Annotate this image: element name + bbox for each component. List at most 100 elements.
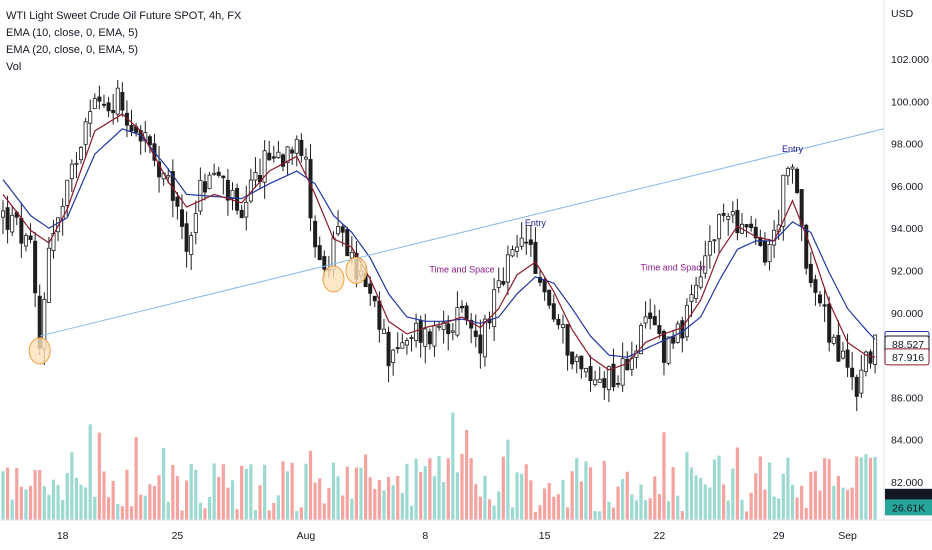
- candle: [854, 374, 859, 412]
- legend-vol[interactable]: Vol: [6, 61, 22, 73]
- legend-ema-20[interactable]: EMA (20, close, 0, EMA, 5): [6, 44, 139, 56]
- candle-body: [5, 207, 10, 230]
- candle-body: [0, 210, 6, 218]
- candle-body: [441, 321, 446, 330]
- candle: [441, 310, 446, 344]
- candle-body: [340, 226, 345, 233]
- candle: [276, 141, 281, 159]
- candle-body: [381, 328, 386, 334]
- candle-body: [845, 349, 850, 368]
- time-axis-ticks[interactable]: 18 25 Aug 8 15 22 29 Sep: [57, 530, 857, 542]
- volume-bar: [162, 448, 166, 520]
- price-label-text: 26.61K: [892, 502, 925, 514]
- candle-body: [551, 303, 556, 320]
- candle: [189, 231, 194, 270]
- volume-bar: [189, 464, 193, 520]
- candle-body: [721, 213, 726, 216]
- volume-bar: [836, 475, 840, 520]
- chart-legend: WTI Light Sweet Crude Oil Future SPOT, 4…: [6, 8, 241, 76]
- candle: [225, 168, 230, 216]
- price-label-bg: [885, 499, 932, 516]
- volume-bar: [382, 490, 386, 520]
- legend-ema-10[interactable]: EMA (10, close, 0, EMA, 5): [6, 27, 139, 39]
- candle-body: [671, 336, 676, 344]
- volume-bar: [19, 486, 23, 520]
- candle: [790, 164, 795, 184]
- candle-body: [533, 241, 538, 274]
- candle-body: [473, 330, 478, 337]
- volume-bar: [804, 507, 808, 520]
- candle-body: [69, 163, 74, 180]
- volume-bar: [763, 489, 767, 520]
- volume-bar: [809, 471, 813, 520]
- price-tick-label: 94.000: [891, 223, 923, 235]
- volume-bar: [198, 502, 202, 520]
- candle: [767, 238, 772, 271]
- candle-body: [262, 150, 267, 183]
- candle: [336, 210, 341, 236]
- candle-body: [271, 156, 276, 159]
- candle-body: [322, 256, 327, 270]
- volume-bar: [602, 460, 606, 520]
- candle-body: [147, 136, 152, 146]
- volume-bar: [299, 507, 303, 520]
- candle: [510, 245, 515, 258]
- highlight-circle: [345, 257, 368, 284]
- candle: [528, 225, 533, 257]
- candle-body: [795, 168, 800, 193]
- candle: [639, 322, 644, 355]
- candle-body: [712, 239, 717, 242]
- volume-bar: [694, 475, 698, 520]
- candle: [666, 336, 671, 366]
- candle: [74, 151, 79, 179]
- candle: [106, 96, 111, 118]
- candle-body: [313, 220, 318, 248]
- candle: [675, 320, 680, 344]
- candle: [175, 191, 180, 220]
- volume-bar: [318, 478, 322, 520]
- candle-body: [790, 166, 795, 170]
- candle-body: [505, 254, 510, 283]
- volume-bar: [648, 498, 652, 520]
- candle-body: [129, 125, 134, 132]
- candle-body: [331, 237, 336, 271]
- trendline[interactable]: [39, 128, 885, 337]
- candle-body: [565, 324, 570, 356]
- candle: [827, 296, 832, 352]
- candle-body: [60, 206, 65, 220]
- candle-body: [115, 87, 120, 115]
- candle: [427, 328, 432, 350]
- candle-body: [616, 382, 621, 385]
- volume-bar: [565, 507, 570, 520]
- candle: [749, 215, 754, 232]
- volume-bar: [409, 505, 414, 520]
- volume-bar: [377, 479, 381, 520]
- time-tick-label: 8: [422, 530, 428, 542]
- candle-body: [400, 342, 405, 349]
- volume-bar: [419, 472, 423, 520]
- candle: [648, 298, 653, 330]
- candle: [404, 337, 409, 355]
- volume-bar: [106, 497, 111, 520]
- price-axis-ticks[interactable]: 102.000 100.000 98.000 96.000 94.000 92.000 90…: [891, 54, 929, 489]
- candle: [542, 277, 547, 301]
- candle-body: [556, 318, 561, 326]
- candle-body: [588, 366, 593, 382]
- candle: [804, 223, 809, 275]
- volume-bar: [593, 511, 597, 520]
- volume-bar: [24, 489, 28, 520]
- legend-title[interactable]: WTI Light Sweet Crude Oil Future SPOT, 4…: [6, 10, 242, 22]
- candle: [386, 326, 391, 383]
- volume-bar: [437, 455, 441, 520]
- candle-body: [730, 211, 735, 216]
- candle: [515, 234, 520, 258]
- volume-bar: [386, 476, 391, 520]
- volume-bar: [538, 505, 542, 520]
- volume-bar: [405, 463, 409, 520]
- candle: [593, 370, 598, 387]
- candle-body: [785, 167, 790, 177]
- candle: [616, 375, 621, 388]
- candle-body: [510, 249, 515, 257]
